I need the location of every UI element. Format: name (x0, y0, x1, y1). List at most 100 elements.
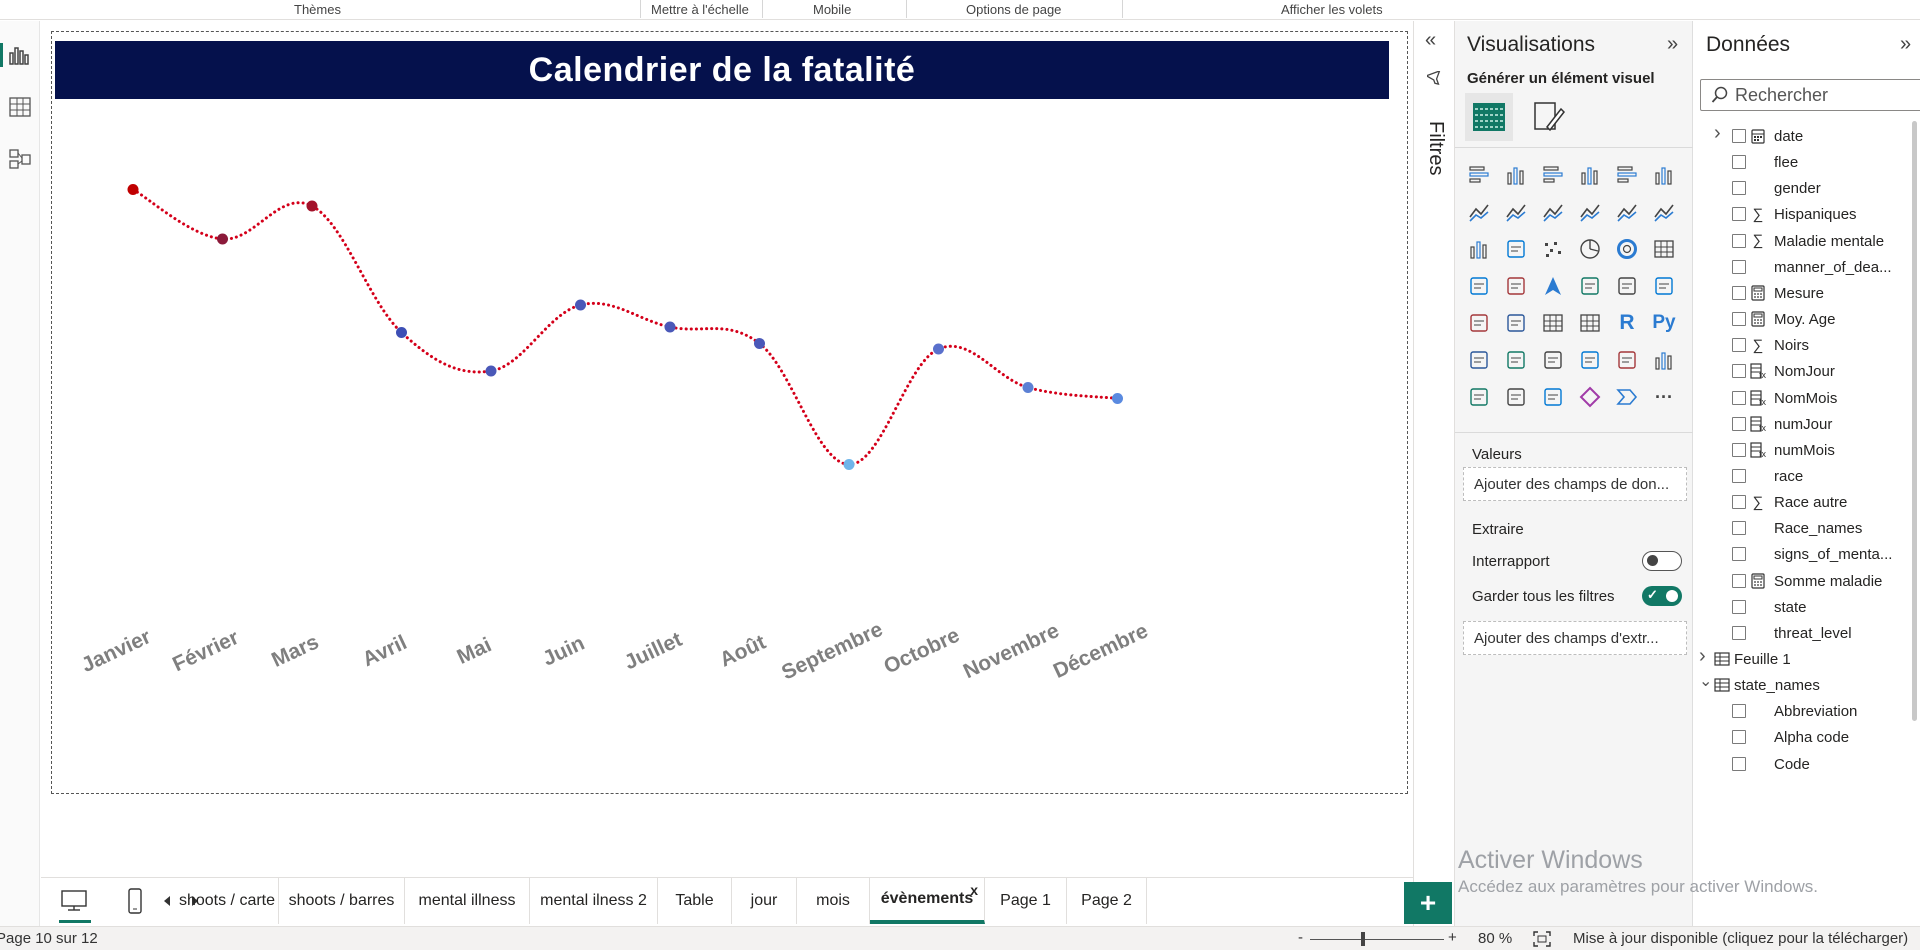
power-automate-icon[interactable] (1502, 383, 1530, 411)
field-row[interactable]: manner_of_dea... (1694, 255, 1920, 281)
field-row[interactable]: fx numJour (1694, 412, 1920, 438)
chevron-visual-icon[interactable] (1613, 383, 1641, 411)
fit-to-page-icon[interactable] (1533, 931, 1551, 950)
ribbon-group-scale[interactable]: Mettre à l'échelle (651, 2, 749, 17)
field-checkbox[interactable] (1732, 259, 1746, 274)
metrics-icon[interactable] (1613, 346, 1641, 374)
ribbon-group-show-panes[interactable]: Afficher les volets (1281, 2, 1383, 17)
mobile-layout-icon[interactable] (120, 886, 150, 916)
filters-label[interactable]: Filtres (1425, 121, 1447, 176)
scroll-tabs-left-icon[interactable] (159, 886, 175, 916)
field-checkbox[interactable] (1732, 155, 1746, 170)
field-checkbox[interactable] (1732, 207, 1746, 222)
table-node[interactable]: › Feuille 1 (1694, 645, 1920, 673)
field-checkbox[interactable] (1732, 468, 1746, 483)
field-checkbox[interactable] (1732, 364, 1746, 379)
field-checkbox[interactable] (1732, 390, 1746, 405)
decomposition-tree-icon[interactable] (1502, 346, 1530, 374)
field-row[interactable]: fx numMois (1694, 438, 1920, 464)
zoom-in-button[interactable]: + (1448, 929, 1457, 946)
table-icon[interactable] (1539, 309, 1567, 337)
field-row[interactable]: ∑ Noirs (1694, 333, 1920, 359)
stacked-column-icon[interactable] (1502, 161, 1530, 189)
scroll-tabs-right-icon[interactable] (187, 886, 203, 916)
line-column-icon[interactable] (1576, 198, 1604, 226)
ribbon-chart-icon[interactable] (1650, 198, 1678, 226)
field-row[interactable]: › date (1694, 122, 1920, 150)
zoom-level[interactable]: 80 % (1478, 930, 1513, 947)
paginated-report-icon[interactable] (1650, 346, 1678, 374)
page-tab[interactable]: mental ilness 2 (530, 878, 658, 924)
azure-map-icon[interactable] (1539, 272, 1567, 300)
line-chart-icon[interactable] (1465, 198, 1493, 226)
ribbon-group-mobile[interactable]: Mobile (813, 2, 852, 17)
field-checkbox[interactable] (1732, 521, 1746, 536)
page-tab[interactable]: shoots / carte (176, 878, 279, 924)
field-checkbox[interactable] (1732, 573, 1746, 588)
table-node[interactable]: ⌄ state_names (1694, 673, 1920, 699)
field-list-scrollbar[interactable] (1912, 121, 1917, 721)
field-row[interactable]: Race_names (1694, 516, 1920, 542)
search-input[interactable]: Rechercher (1700, 79, 1920, 111)
series-line[interactable] (131, 188, 1119, 467)
chevron-right-icon[interactable]: › (1714, 122, 1721, 144)
data-point-décembre[interactable] (1112, 393, 1123, 404)
matrix-icon[interactable] (1576, 309, 1604, 337)
field-checkbox[interactable] (1732, 756, 1746, 771)
stacked-bar-icon[interactable] (1465, 161, 1493, 189)
card-icon[interactable] (1613, 272, 1641, 300)
zoom-slider-track[interactable] (1310, 939, 1444, 940)
100-column-icon[interactable] (1650, 161, 1678, 189)
field-row[interactable]: fx NomJour (1694, 359, 1920, 385)
page-tab[interactable]: Table (658, 878, 732, 924)
field-row[interactable]: Abbreviation (1694, 699, 1920, 725)
field-row[interactable]: Code (1694, 752, 1920, 778)
add-page-button[interactable]: + (1404, 882, 1452, 924)
field-checkbox[interactable] (1732, 704, 1746, 719)
page-tab[interactable]: shoots / barres (279, 878, 405, 924)
page-tab[interactable]: mois (797, 878, 870, 924)
field-checkbox[interactable] (1732, 625, 1746, 640)
field-checkbox[interactable] (1732, 338, 1746, 353)
power-apps-icon[interactable] (1465, 383, 1493, 411)
field-row[interactable]: ∑ Maladie mentale (1694, 229, 1920, 255)
data-point-février[interactable] (217, 233, 228, 245)
custom-visual-icon[interactable] (1539, 383, 1567, 411)
data-point-janvier[interactable] (127, 184, 139, 195)
r-visual-icon[interactable]: R (1619, 311, 1635, 334)
diamond-visual-icon[interactable] (1576, 383, 1604, 411)
field-checkbox[interactable] (1732, 312, 1746, 327)
funnel-icon[interactable] (1502, 235, 1530, 263)
field-row[interactable]: gender (1694, 176, 1920, 202)
multirow-card-icon[interactable] (1650, 272, 1678, 300)
map-icon[interactable] (1465, 272, 1493, 300)
expand-filters-icon[interactable]: « (1425, 29, 1437, 51)
page-tab[interactable]: évènements x (870, 878, 985, 924)
model-view-icon[interactable] (8, 147, 32, 171)
line-chart[interactable]: Janvier Février Mars Avril Mai Juin Juillet Aoû… (52, 32, 1409, 795)
format-visual-tab[interactable] (1525, 93, 1573, 141)
100-bar-icon[interactable] (1613, 161, 1641, 189)
field-row[interactable]: Mesure (1694, 281, 1920, 307)
field-row[interactable]: Alpha code (1694, 725, 1920, 751)
ribbon-group-themes[interactable]: Thèmes (294, 2, 341, 17)
smart-narrative-icon[interactable] (1576, 346, 1604, 374)
field-checkbox[interactable] (1732, 181, 1746, 196)
field-checkbox[interactable] (1732, 442, 1746, 457)
page-tab[interactable]: Page 1 (985, 878, 1067, 924)
collapse-visualizations-icon[interactable]: » (1667, 33, 1679, 55)
field-checkbox[interactable] (1732, 416, 1746, 431)
data-point-avril[interactable] (396, 327, 407, 338)
donut-icon[interactable] (1613, 235, 1641, 263)
python-visual-icon[interactable]: Py (1652, 312, 1676, 333)
field-row[interactable]: signs_of_menta... (1694, 542, 1920, 568)
collapse-data-icon[interactable]: » (1900, 33, 1912, 55)
close-tab-icon[interactable]: x (970, 882, 978, 898)
data-point-juin[interactable] (575, 299, 586, 311)
keep-filters-toggle[interactable]: ✓ (1642, 586, 1682, 606)
zoom-slider-thumb[interactable] (1361, 932, 1365, 946)
field-row[interactable]: fx NomMois (1694, 386, 1920, 412)
key-influencers-icon[interactable] (1465, 346, 1493, 374)
field-row[interactable]: threat_level (1694, 621, 1920, 647)
field-row[interactable]: race (1694, 464, 1920, 490)
